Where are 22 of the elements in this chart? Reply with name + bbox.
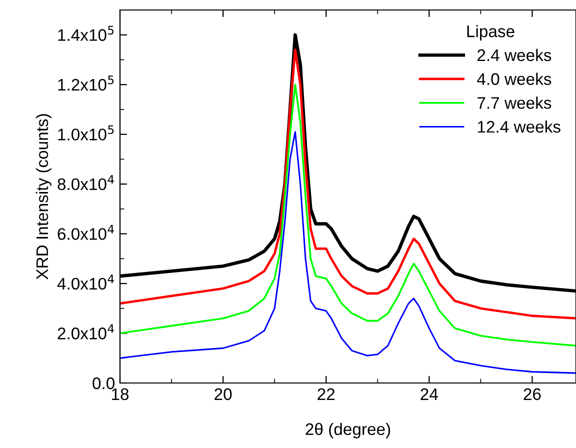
line-series	[120, 131, 576, 374]
y-axis-title: XRD Intensity (counts)	[36, 114, 52, 280]
legend-label: 12.4 weeks	[478, 120, 560, 133]
y-tick-label: 4.0x10$^{4}$	[57, 274, 114, 290]
y-tick-label: 1.4x10$^{5}$	[58, 26, 114, 41]
y-tick-label: 8.0x10$^{4}$	[58, 175, 114, 190]
x-tick-label: 22	[318, 388, 335, 400]
legend-label: 2.4 weeks	[478, 48, 552, 62]
x-axis-title: 2θ (degree)	[306, 422, 390, 438]
x-tick-label: 20	[214, 388, 232, 400]
legend-title: Lipase	[467, 25, 514, 41]
y-tick-label: 1.2x10$^{5}$	[58, 76, 114, 91]
x-tick-label: 18	[112, 388, 129, 400]
legend-label: 7.7 weeks	[478, 96, 552, 109]
x-tick-label: 26	[524, 388, 541, 400]
line-series	[120, 84, 576, 347]
y-tick-label: 2.0x10$^{4}$	[58, 324, 114, 340]
y-tick-label: 6.0x10$^{4}$	[58, 224, 114, 240]
x-tick-label: 24	[420, 388, 438, 400]
y-tick-label: 1.0x10$^{5}$	[58, 125, 114, 140]
legend-label: 4.0 weeks	[477, 72, 552, 85]
y-tick-label: 0.0	[92, 377, 114, 390]
